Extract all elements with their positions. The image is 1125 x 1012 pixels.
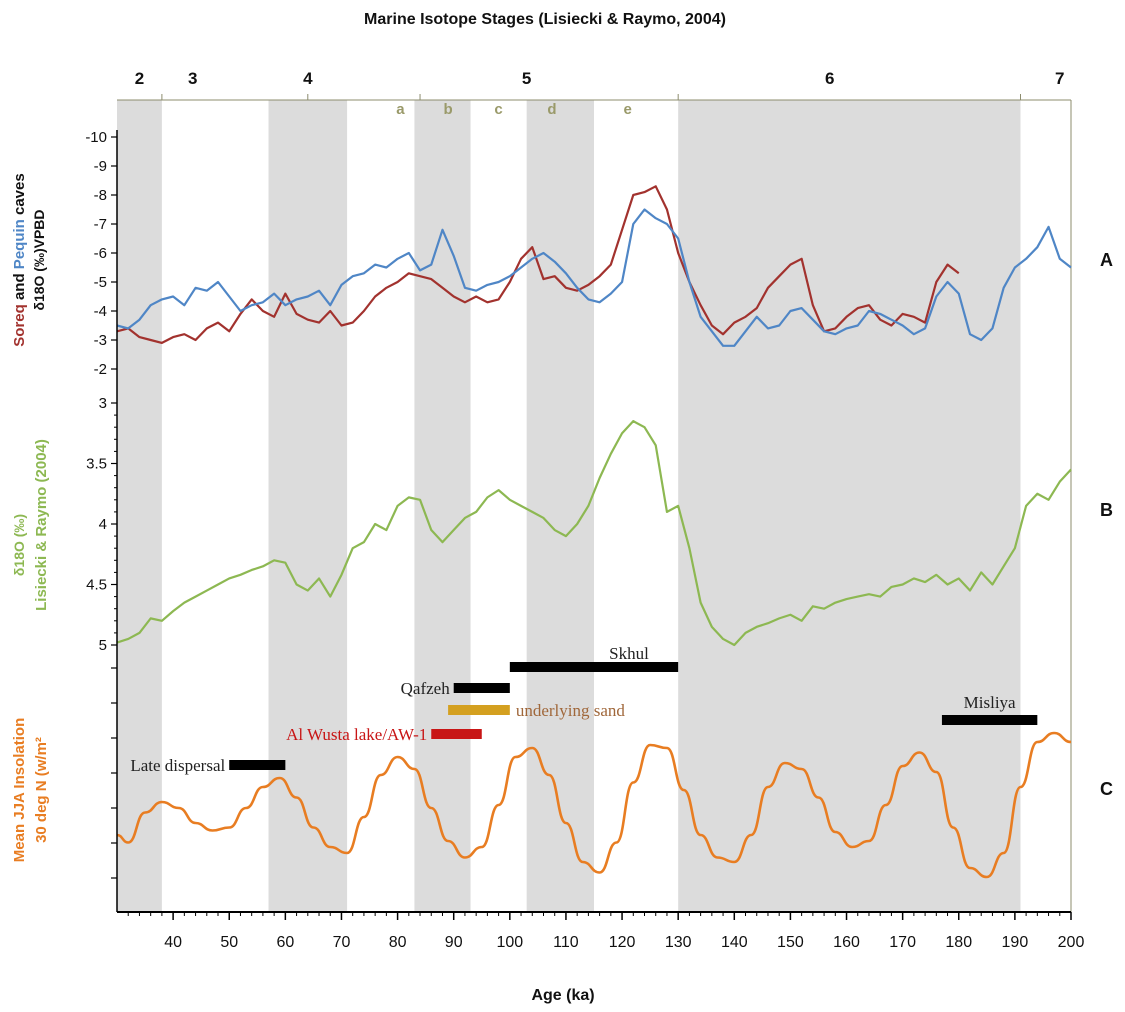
x-tick-label-13: 170 bbox=[889, 934, 916, 951]
panel-a-ylabel2: δ18O (‰)VPBD bbox=[31, 209, 47, 310]
x-tick-label-9: 130 bbox=[665, 934, 692, 951]
bar-2 bbox=[448, 705, 510, 715]
panel-c-insolation-series bbox=[116, 731, 1072, 879]
x-tick-label-14: 180 bbox=[945, 934, 972, 951]
bar-5 bbox=[941, 715, 1038, 725]
stage-label-3: 5 bbox=[522, 69, 531, 88]
panel-a-y-tick-label-1: -9 bbox=[94, 158, 107, 175]
bar-label-3: Al Wusta lake/AW-1 bbox=[286, 725, 427, 744]
shaded-band-3 bbox=[526, 100, 594, 912]
x-tick-label-3: 70 bbox=[333, 934, 351, 951]
bar-0 bbox=[509, 662, 679, 672]
panel-c-title-label: Mean JJA Insolation bbox=[11, 718, 28, 862]
panel-a-y-tick-label-3: -7 bbox=[94, 216, 107, 233]
shaded-band-1 bbox=[268, 100, 348, 912]
panel-b-label: B bbox=[1100, 500, 1113, 520]
panel-b-y-tick-label-3: 4.5 bbox=[86, 577, 107, 594]
bar-layer: Skhul Qafzeh underlying sand Al Wusta lake/… bbox=[130, 644, 1038, 775]
stage-label-0: 2 bbox=[135, 69, 144, 88]
panel-b-ylabel: δ18O (‰) bbox=[11, 514, 27, 576]
panel-c-label: C bbox=[1100, 779, 1113, 799]
bar-4 bbox=[229, 760, 286, 770]
x-axis-title: Age (ka) bbox=[531, 987, 594, 1004]
panel-a-label: A bbox=[1100, 250, 1113, 270]
x-tick-label-10: 140 bbox=[721, 934, 748, 951]
substage-label-0: a bbox=[396, 101, 405, 118]
x-tick-label-11: 150 bbox=[777, 934, 804, 951]
panel-c-ylabel2: 30 deg N (w/m² bbox=[33, 737, 50, 843]
caves-label: caves bbox=[11, 173, 28, 219]
x-tick-label-16: 200 bbox=[1058, 934, 1085, 951]
panel-b-ylabel2: Lisiecki & Raymo (2004) bbox=[33, 439, 50, 611]
bar-label-2: underlying sand bbox=[516, 701, 626, 720]
shaded-band-2 bbox=[414, 100, 471, 912]
bar-label-1: Qafzeh bbox=[401, 679, 451, 698]
x-tick-label-2: 60 bbox=[276, 934, 294, 951]
panel-a-series-pequin bbox=[116, 208, 1072, 347]
panel-a-ylabel: Soreq and Pequin caves bbox=[11, 173, 28, 346]
panel-a-y-tick-label-6: -4 bbox=[94, 303, 107, 320]
chart-title: Marine Isotope Stages (Lisiecki & Raymo,… bbox=[364, 11, 726, 28]
panel-a-y-tick-label-2: -8 bbox=[94, 187, 107, 204]
panel-c-unit-label: 30 deg N (w/m² bbox=[33, 737, 50, 843]
substage-label-2: c bbox=[494, 101, 502, 118]
shaded-band-4 bbox=[678, 100, 1021, 912]
bar-3 bbox=[431, 729, 482, 739]
panel-a-y-tick-label-5: -5 bbox=[94, 274, 107, 291]
x-tick-label-4: 80 bbox=[389, 934, 407, 951]
panel-b-y-tick-label-1: 3.5 bbox=[86, 456, 107, 473]
plot-frame bbox=[117, 94, 1072, 913]
pequin-label: Pequin bbox=[11, 219, 28, 269]
panel-a-unit-label: δ18O (‰)VPBD bbox=[31, 209, 47, 310]
and-label: and bbox=[11, 269, 28, 304]
x-tick-label-0: 40 bbox=[164, 934, 182, 951]
substage-label-1: b bbox=[444, 101, 453, 118]
substage-label-3: d bbox=[547, 101, 556, 118]
x-tick-label-8: 120 bbox=[609, 934, 636, 951]
stage-label-4: 6 bbox=[825, 69, 834, 88]
bar-label-4: Late dispersal bbox=[130, 756, 225, 775]
soreq-label: Soreq bbox=[11, 304, 28, 347]
panel-a-y-tick-label-7: -3 bbox=[94, 332, 107, 349]
stage-label-5: 7 bbox=[1055, 69, 1064, 88]
shaded-bands bbox=[117, 100, 1021, 912]
panel-a-y-tick-label-4: -6 bbox=[94, 245, 107, 262]
panel-b-y-tick-label-0: 3 bbox=[99, 395, 107, 412]
bar-1 bbox=[453, 683, 510, 693]
axis-layer: 2 3 4 5 6 7 a b c d e 40 50 60 70 80 90 100 110 120 130 140 15… bbox=[85, 69, 1084, 951]
panel-b-unit-label: δ18O (‰) bbox=[11, 514, 27, 576]
panel-b-y-tick-label-4: 5 bbox=[99, 637, 107, 654]
shaded-band-0 bbox=[117, 100, 162, 912]
panel-b-series bbox=[116, 420, 1072, 647]
panel-c-ylabel: Mean JJA Insolation bbox=[11, 718, 28, 862]
stage-label-1: 3 bbox=[188, 69, 197, 88]
x-tick-label-5: 90 bbox=[445, 934, 463, 951]
x-tick-label-7: 110 bbox=[553, 934, 579, 951]
svg-text:Soreq and Pequin caves: Soreq and Pequin caves bbox=[11, 173, 28, 346]
panel-a-series-soreq bbox=[116, 185, 960, 344]
panel-b-source-label: Lisiecki & Raymo (2004) bbox=[33, 439, 50, 611]
series-layer bbox=[116, 185, 1072, 879]
bar-label-0: Skhul bbox=[609, 644, 649, 663]
panel-a-y-tick-label-0: -10 bbox=[85, 129, 107, 146]
bar-label-5: Misliya bbox=[964, 693, 1016, 712]
panel-a-y-tick-label-8: -2 bbox=[94, 361, 107, 378]
panel-b-y-tick-label-2: 4 bbox=[99, 516, 107, 533]
x-tick-label-15: 190 bbox=[1002, 934, 1029, 951]
x-tick-label-6: 100 bbox=[496, 934, 523, 951]
substage-label-4: e bbox=[623, 101, 631, 118]
x-tick-label-1: 50 bbox=[220, 934, 238, 951]
stage-label-2: 4 bbox=[303, 69, 313, 88]
x-tick-label-12: 160 bbox=[833, 934, 860, 951]
